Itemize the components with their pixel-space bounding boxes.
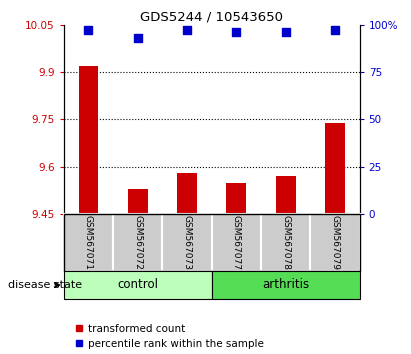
- Bar: [261, 214, 310, 271]
- Bar: [177, 173, 197, 214]
- Text: arthritis: arthritis: [262, 279, 309, 291]
- Text: GSM567078: GSM567078: [281, 215, 290, 270]
- Bar: [212, 271, 360, 299]
- Bar: [64, 271, 212, 299]
- Bar: [325, 122, 345, 214]
- Text: GSM567079: GSM567079: [330, 215, 339, 270]
- Point: [233, 29, 240, 35]
- Point: [184, 28, 190, 33]
- Bar: [310, 214, 360, 271]
- Bar: [212, 214, 261, 271]
- Bar: [79, 66, 98, 214]
- Bar: [64, 214, 113, 271]
- Text: GSM567071: GSM567071: [84, 215, 93, 270]
- Title: GDS5244 / 10543650: GDS5244 / 10543650: [140, 11, 283, 24]
- Bar: [276, 176, 296, 214]
- Text: GSM567073: GSM567073: [182, 215, 192, 270]
- Bar: [113, 214, 162, 271]
- Bar: [226, 183, 246, 214]
- Text: control: control: [117, 279, 158, 291]
- Bar: [128, 189, 148, 214]
- Text: GSM567077: GSM567077: [232, 215, 241, 270]
- Legend: transformed count, percentile rank within the sample: transformed count, percentile rank withi…: [75, 324, 263, 349]
- Point: [85, 28, 92, 33]
- Point: [282, 29, 289, 35]
- Bar: [162, 214, 212, 271]
- Point: [332, 28, 338, 33]
- Text: disease state: disease state: [8, 280, 82, 290]
- Text: GSM567072: GSM567072: [133, 215, 142, 270]
- Point: [134, 35, 141, 41]
